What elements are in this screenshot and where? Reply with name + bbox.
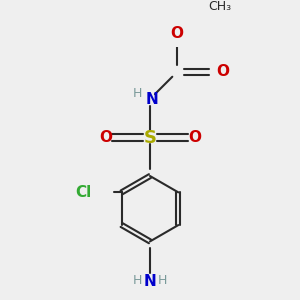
Text: O: O (171, 26, 184, 41)
Text: H: H (133, 87, 142, 100)
Text: S: S (143, 128, 157, 146)
Text: O: O (216, 64, 229, 79)
Text: N: N (144, 274, 156, 289)
Text: H: H (158, 274, 167, 287)
Text: N: N (146, 92, 158, 106)
Text: O: O (99, 130, 112, 145)
Text: H: H (133, 274, 142, 287)
Text: CH₃: CH₃ (208, 0, 231, 13)
Text: Cl: Cl (75, 185, 91, 200)
Text: O: O (188, 130, 201, 145)
